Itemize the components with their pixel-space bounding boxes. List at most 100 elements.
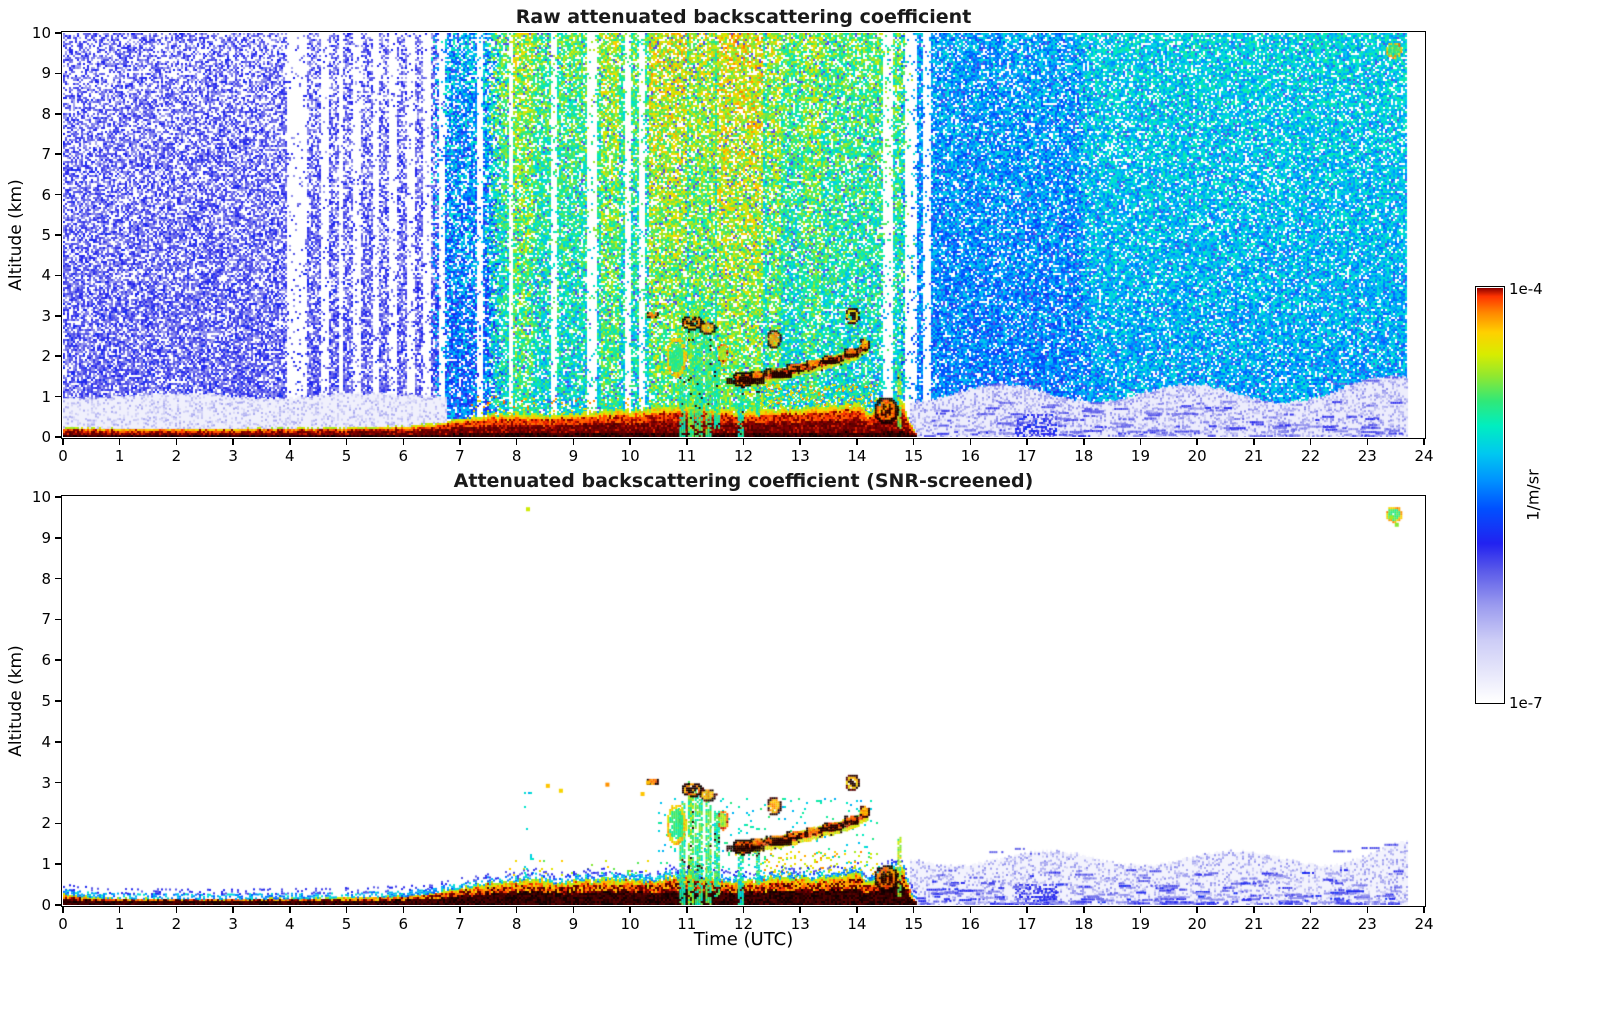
x-tick-label: 6 (398, 447, 409, 465)
x-tick (1139, 438, 1142, 445)
x-tick (1083, 906, 1085, 913)
x-tick (175, 438, 178, 445)
x-tick (572, 438, 575, 445)
x-tick-label: 0 (58, 447, 68, 465)
x-tick (515, 438, 518, 445)
x-tick (1253, 438, 1255, 445)
colorbar-units-label: 1/m/sr (1523, 469, 1543, 521)
y-tick-label: 0 (41, 896, 51, 914)
x-tick-label: 1 (114, 915, 125, 933)
y-tick-label: 5 (41, 226, 51, 244)
x-tick (1309, 906, 1312, 913)
x-tick-label: 21 (1244, 915, 1264, 933)
x-tick-label: 12 (733, 447, 754, 465)
x-tick-label: 22 (1301, 915, 1321, 933)
x-tick (572, 906, 575, 913)
y-tick-label: 0 (41, 428, 51, 446)
x-tick (799, 438, 801, 445)
y-tick-label: 6 (41, 185, 51, 204)
y-tick-label: 3 (41, 306, 51, 325)
x-tick (1083, 438, 1085, 445)
y-tick-label: 1 (41, 387, 51, 406)
x-tick-label: 18 (1074, 915, 1094, 933)
y-tick (55, 315, 62, 317)
colorbar-max-label: 1e-4 (1509, 280, 1543, 298)
x-tick (1026, 906, 1028, 913)
x-tick-label: 15 (904, 447, 924, 465)
x-tick-label: 2 (171, 447, 182, 465)
x-tick-label: 3 (228, 915, 238, 933)
x-tick-label: 13 (790, 447, 810, 465)
x-tick-label: 14 (847, 447, 867, 465)
x-tick (289, 438, 291, 445)
x-tick-label: 12 (733, 915, 754, 933)
x-tick (175, 906, 178, 913)
y-tick (55, 234, 62, 236)
top-panel-title: Raw attenuated backscattering coefficien… (515, 6, 972, 28)
x-tick-label: 15 (904, 915, 924, 933)
x-tick-label: 20 (1187, 915, 1207, 933)
y-tick-label: 8 (41, 104, 51, 123)
colorbar-min-label: 1e-7 (1509, 694, 1543, 712)
x-tick (912, 906, 915, 913)
x-tick (969, 438, 972, 445)
x-tick-label: 11 (677, 915, 697, 933)
x-tick-label: 10 (620, 915, 640, 933)
raw-backscatter-heatmap (63, 33, 1424, 437)
x-tick (62, 438, 64, 445)
x-tick (402, 906, 404, 913)
x-tick (1423, 906, 1425, 913)
y-tick-label: 2 (41, 347, 51, 366)
y-tick-label: 7 (41, 145, 51, 164)
x-tick (1026, 438, 1028, 445)
x-tick (1366, 906, 1369, 913)
x-tick-label: 1 (114, 447, 125, 465)
x-tick (402, 438, 404, 445)
x-tick (515, 906, 518, 913)
x-tick (912, 438, 915, 445)
x-tick (686, 438, 688, 445)
x-tick-label: 23 (1357, 447, 1377, 465)
x-tick (1196, 438, 1198, 445)
x-tick (345, 906, 348, 913)
x-tick (629, 906, 631, 913)
x-tick (62, 906, 64, 913)
x-tick (459, 906, 461, 913)
x-tick-label: 23 (1357, 915, 1377, 933)
y-tick (55, 436, 62, 438)
y-tick-label: 6 (41, 651, 51, 670)
y-tick (55, 113, 62, 115)
x-tick (1309, 438, 1312, 445)
x-tick-label: 19 (1130, 915, 1150, 933)
x-tick-label: 24 (1414, 915, 1434, 933)
y-tick-label: 3 (41, 773, 51, 792)
x-tick-label: 24 (1414, 447, 1434, 465)
x-tick (969, 906, 972, 913)
y-tick (55, 618, 62, 621)
x-tick-label: 6 (398, 915, 409, 933)
colorbar-gradient (1477, 288, 1503, 702)
y-tick-label: 7 (41, 610, 51, 629)
y-tick (55, 153, 62, 155)
y-tick-label: 2 (41, 814, 51, 833)
x-tick-label: 8 (511, 915, 522, 933)
x-tick-label: 16 (960, 915, 980, 933)
x-tick-label: 19 (1130, 447, 1150, 465)
x-tick-label: 2 (171, 915, 182, 933)
y-tick-label: 4 (41, 266, 51, 285)
x-tick (1366, 438, 1369, 445)
y-tick-label: 1 (41, 855, 51, 874)
x-tick-label: 21 (1244, 447, 1264, 465)
y-tick-label: 9 (41, 528, 51, 547)
x-axis-label: Time (UTC) (693, 929, 794, 950)
colorbar-frame (1475, 286, 1505, 704)
x-tick-label: 20 (1187, 447, 1207, 465)
x-tick (1253, 906, 1255, 913)
x-tick (118, 906, 121, 913)
x-tick-label: 9 (568, 447, 579, 465)
y-tick-label: 9 (41, 64, 51, 83)
x-tick (1423, 438, 1425, 445)
x-tick (742, 906, 745, 913)
x-tick-label: 22 (1301, 447, 1321, 465)
y-tick (55, 537, 62, 539)
